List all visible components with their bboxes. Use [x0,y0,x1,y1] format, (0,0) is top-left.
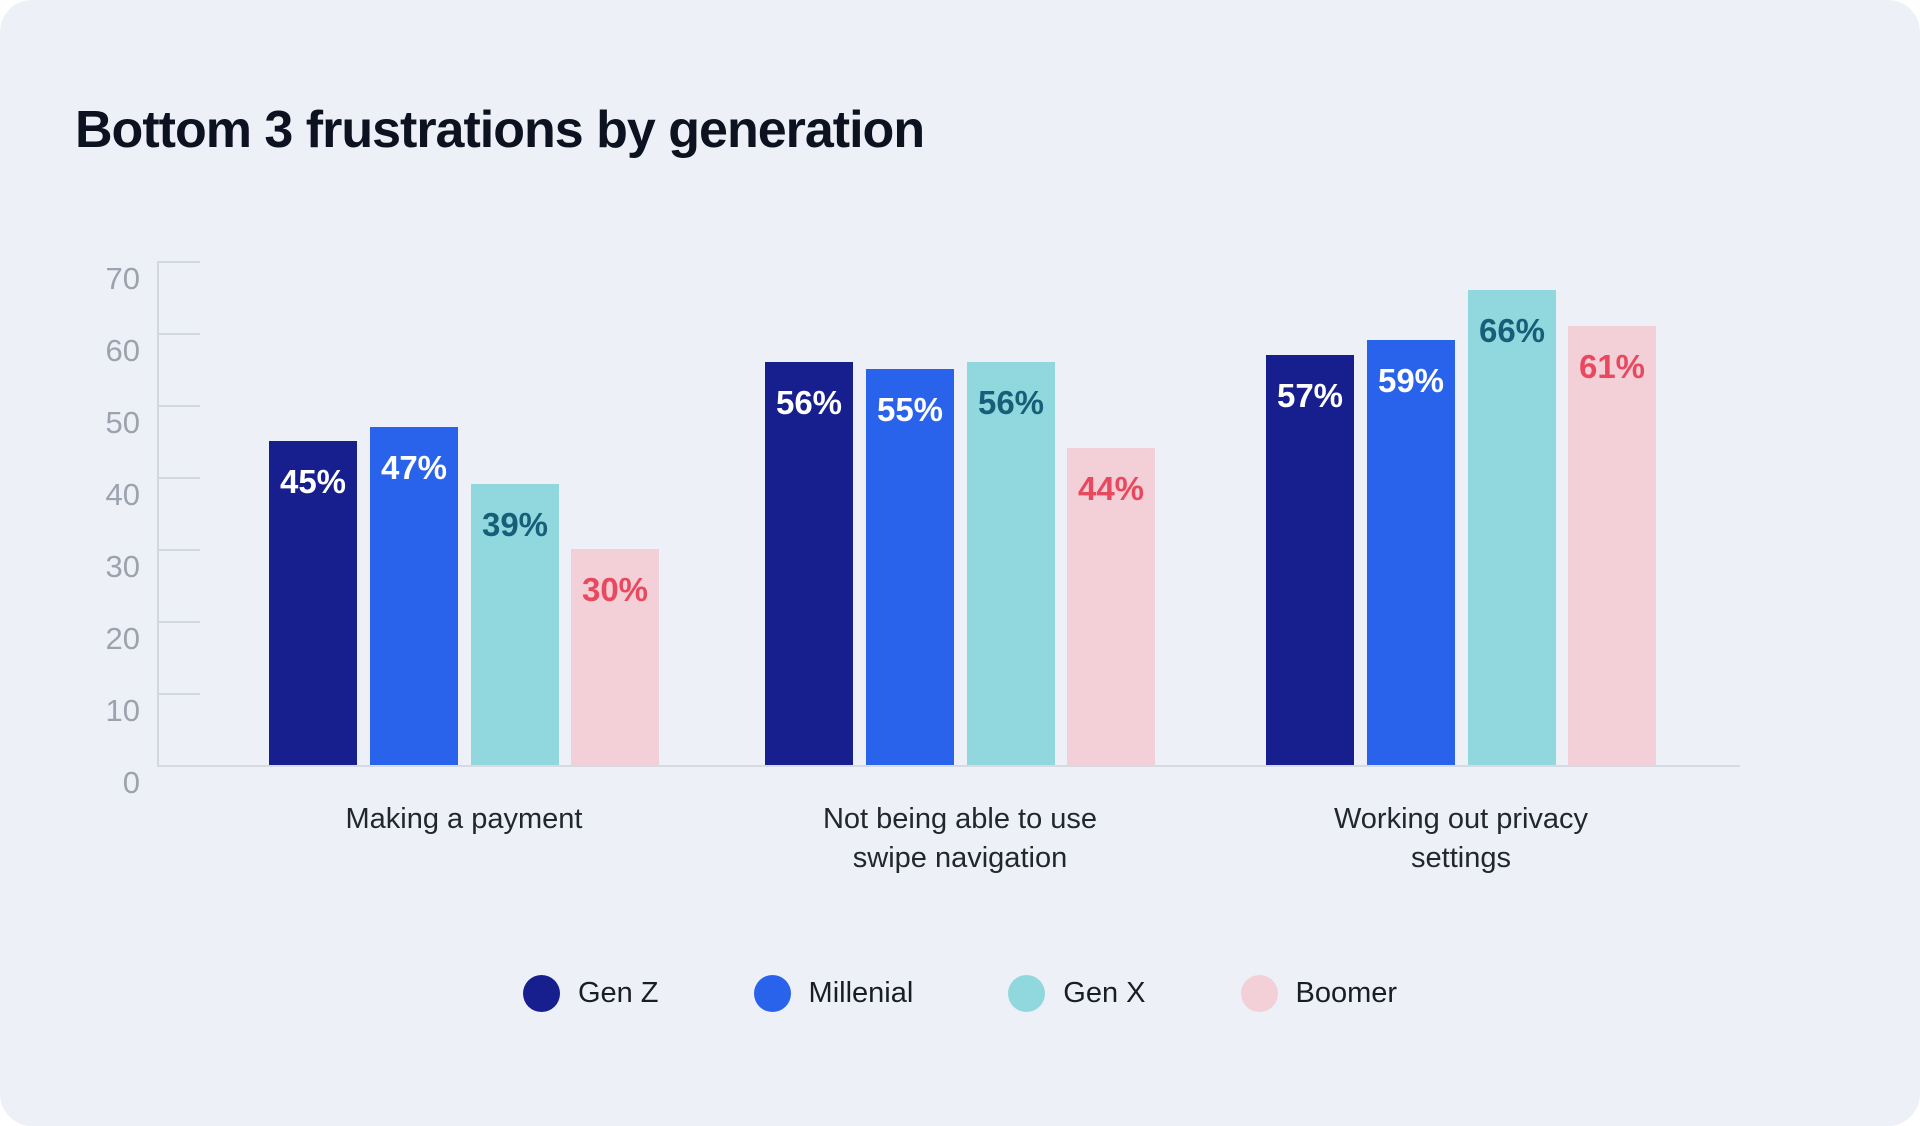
y-tick-line [157,549,200,551]
y-tick-line [157,261,200,263]
y-tick-label: 0 [122,765,140,800]
bar-value-label: 55% [876,391,944,428]
bar-value-label: 44% [1077,470,1145,507]
y-tick-label: 20 [105,621,140,656]
y-axis-line [157,261,159,767]
y-tick-label: 50 [105,405,140,440]
legend-swatch-icon [1008,975,1046,1012]
bar-gen-z: 45% [269,441,357,765]
bar-boomer: 61% [1568,326,1656,765]
bar-boomer: 30% [571,549,659,765]
y-tick-label: 70 [105,261,140,296]
bar-value-label: 39% [481,506,549,543]
legend-label: Gen Z [577,977,659,1009]
legend-label: Boomer [1295,977,1398,1009]
legend-item-millenial: Millenial [753,975,914,1012]
category-label: Working out privacy settings [1333,803,1589,874]
chart-legend: Gen Z Millenial Gen X Boomer [0,975,1920,1012]
legend-item-boomer: Boomer [1240,975,1398,1012]
legend-item-gen-z: Gen Z [522,975,659,1012]
bar-value-label: 57% [1276,377,1344,414]
bar-millenial: 55% [866,369,954,765]
bar-gen-x: 39% [471,484,559,765]
y-tick-line [157,621,200,623]
bar-value-label: 45% [279,463,347,500]
bar-millenial: 47% [370,427,458,765]
legend-swatch-icon [522,975,560,1012]
legend-label: Millenial [808,977,914,1009]
legend-label: Gen X [1063,977,1146,1009]
y-tick-line [157,333,200,335]
bar-value-label: 59% [1377,362,1445,399]
bar-value-label: 56% [775,384,843,421]
bar-gen-x: 66% [1468,290,1556,765]
bar-value-label: 56% [977,384,1045,421]
bar-boomer: 44% [1067,448,1155,765]
y-tick-label: 10 [105,693,140,728]
bar-gen-z: 56% [765,362,853,765]
bar-gen-x: 56% [967,362,1055,765]
bar-value-label: 47% [380,449,448,486]
y-tick-line [157,477,200,479]
y-tick-line [157,405,200,407]
y-tick-label: 60 [105,333,140,368]
chart-title: Bottom 3 frustrations by generation [75,101,925,159]
bar-millenial: 59% [1367,340,1455,765]
bar-value-label: 66% [1478,312,1546,349]
legend-item-gen-x: Gen X [1008,975,1146,1012]
legend-swatch-icon [753,975,791,1012]
x-axis-line [157,765,1740,767]
bar-value-label: 30% [581,571,649,608]
y-tick-label: 30 [105,549,140,584]
category-label: Not being able to use swipe navigation [822,803,1098,874]
y-tick-line [157,693,200,695]
category-label: Making a payment [345,803,583,835]
legend-swatch-icon [1240,975,1278,1012]
bar-value-label: 61% [1578,348,1646,385]
y-tick-label: 40 [105,477,140,512]
bar-gen-z: 57% [1266,355,1354,765]
